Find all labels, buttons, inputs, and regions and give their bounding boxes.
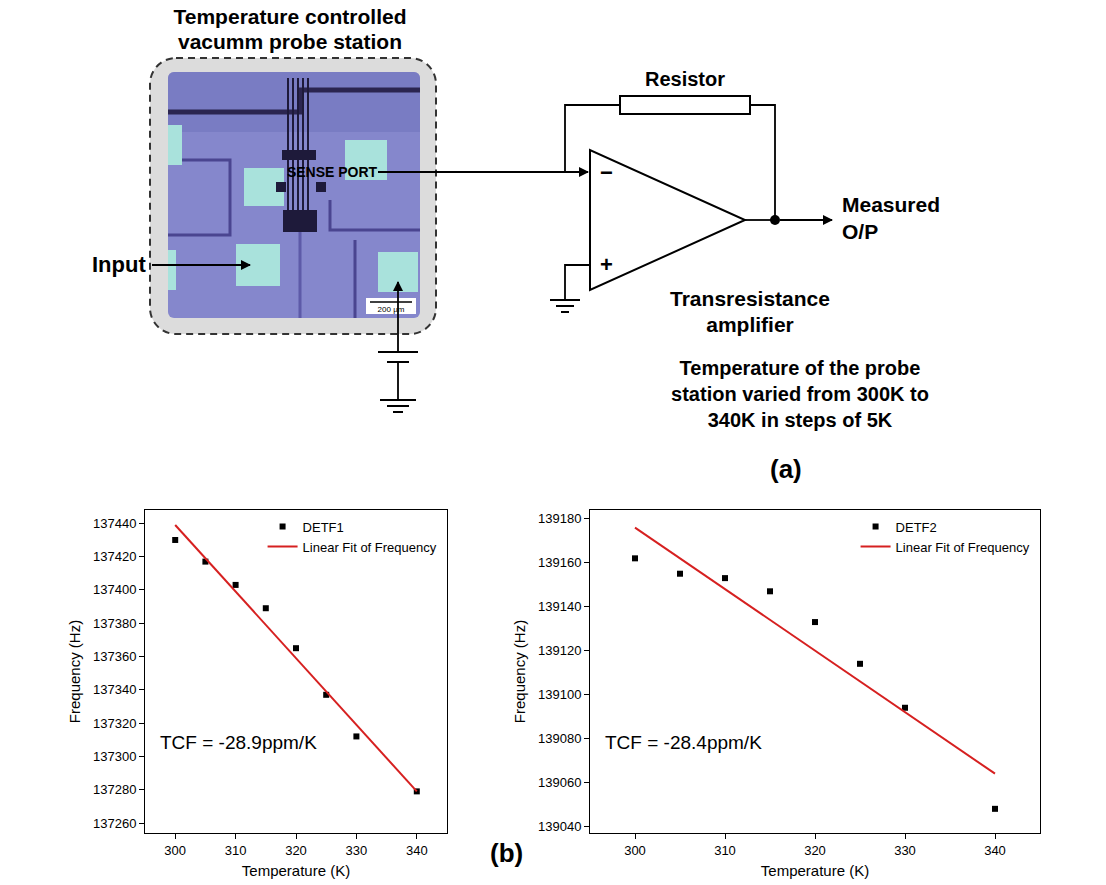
svg-text:320: 320 [804,843,826,858]
svg-text:Temperature (K): Temperature (K) [242,862,350,879]
svg-text:Temperature of the probestatio: Temperature of the probestation varied f… [671,357,929,431]
svg-text:Frequency (Hz): Frequency (Hz) [511,620,528,723]
svg-text:Temperature controlledvacumm p: Temperature controlledvacumm probe stati… [174,5,407,53]
svg-text:DETF2: DETF2 [896,520,937,535]
html-text:(b): (b) [490,838,524,868]
svg-text:Frequency (Hz): Frequency (Hz) [66,620,83,723]
svg-text:TCF = -28.4ppm/K: TCF = -28.4ppm/K [605,732,762,753]
svg-text:Transresistanceamplifier: Transresistanceamplifier [670,287,830,336]
svg-text:139180: 139180 [538,511,581,526]
svg-text:139080: 139080 [538,731,581,746]
svg-text:139140: 139140 [538,599,581,614]
svg-text:139060: 139060 [538,775,581,790]
svg-text:TCF = -28.9ppm/K: TCF = -28.9ppm/K [160,732,317,753]
svg-text:310: 310 [225,843,247,858]
svg-text:137260: 137260 [93,816,136,831]
svg-text:300: 300 [164,843,186,858]
svg-text:DETF1: DETF1 [303,520,344,535]
svg-text:Resistor: Resistor [645,68,725,90]
svg-text:137320: 137320 [93,716,136,731]
svg-text:139040: 139040 [538,819,581,834]
svg-text:340: 340 [984,843,1006,858]
svg-text:330: 330 [894,843,916,858]
svg-text:300: 300 [624,843,646,858]
svg-text:330: 330 [346,843,368,858]
svg-text:139100: 139100 [538,687,581,702]
svg-text:−: − [600,160,613,185]
svg-text:139160: 139160 [538,555,581,570]
svg-text:137440: 137440 [93,516,136,531]
svg-text:320: 320 [285,843,307,858]
svg-text:137360: 137360 [93,649,136,664]
svg-text:200 µm: 200 µm [378,305,405,314]
svg-text:139120: 139120 [538,643,581,658]
svg-text:137340: 137340 [93,682,136,697]
svg-text:137420: 137420 [93,549,136,564]
svg-text:(a): (a) [770,454,802,484]
svg-text:340: 340 [406,843,428,858]
svg-text:Temperature (K): Temperature (K) [761,862,869,879]
svg-text:137380: 137380 [93,616,136,631]
svg-text:137300: 137300 [93,749,136,764]
svg-text:SENSE PORT: SENSE PORT [287,164,378,180]
svg-text:137400: 137400 [93,582,136,597]
svg-text:137280: 137280 [93,782,136,797]
svg-text:Input: Input [92,252,146,277]
svg-text:Linear Fit of Frequency: Linear Fit of Frequency [896,540,1030,555]
svg-text:Linear Fit of Frequency: Linear Fit of Frequency [303,540,437,555]
svg-text:MeasuredO/P: MeasuredO/P [842,193,940,243]
svg-text:+: + [600,252,613,277]
svg-text:310: 310 [714,843,736,858]
